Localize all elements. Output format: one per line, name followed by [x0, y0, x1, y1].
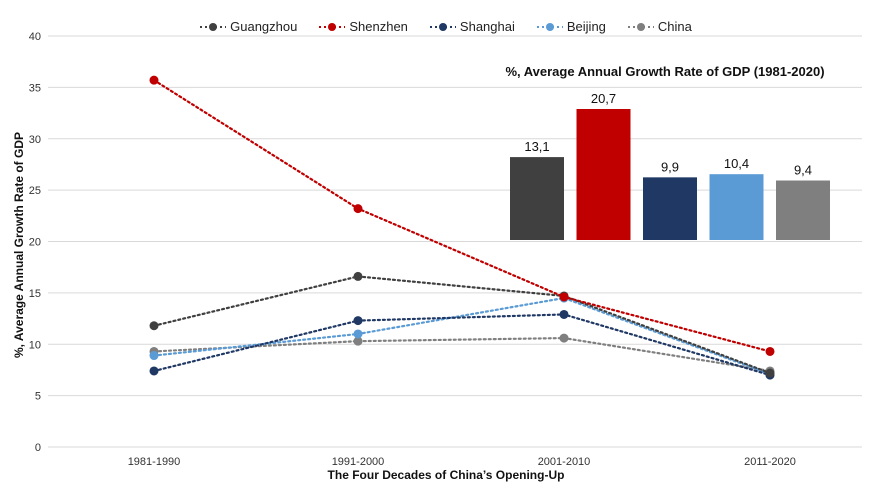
legend-swatch-china [627, 22, 654, 31]
inset-bar [576, 109, 631, 240]
data-point-beijing [149, 351, 159, 361]
data-point-guangzhou [765, 368, 775, 378]
inset-chart-title: %, Average Annual Growth Rate of GDP (19… [505, 64, 825, 79]
inset-bar-label: 13,1 [524, 139, 549, 154]
legend-item-shanghai: Shanghai [429, 19, 515, 34]
data-point-guangzhou [353, 271, 363, 281]
data-point-shanghai [149, 366, 159, 376]
y-tick-label: 25 [29, 185, 41, 197]
legend-swatch-guangzhou [200, 22, 227, 31]
data-point-shanghai [353, 316, 363, 326]
y-axis-label: %, Average Annual Growth Rate of GDP [12, 131, 26, 359]
legend: Guangzhou Shenzhen Shanghai Beijing Chin… [0, 19, 892, 34]
data-point-china [559, 333, 569, 343]
data-point-shenzhen [149, 75, 159, 85]
data-point-beijing [353, 329, 363, 339]
y-tick-label: 35 [29, 82, 41, 94]
data-point-shenzhen [353, 204, 363, 214]
inset-bar-label: 9,4 [794, 163, 812, 178]
legend-item-guangzhou: Guangzhou [200, 19, 297, 34]
series-line-beijing [152, 296, 772, 376]
legend-item-shenzhen: Shenzhen [319, 19, 408, 34]
legend-item-china: China [627, 19, 692, 34]
y-tick-label: 20 [29, 237, 41, 249]
x-tick-label: 2001-2010 [538, 456, 591, 468]
inset-bar [776, 180, 830, 240]
y-tick-label: 5 [35, 391, 41, 403]
inset-bar [643, 177, 697, 240]
x-tick-label: 2011-2020 [744, 456, 796, 468]
legend-swatch-shenzhen [319, 22, 346, 31]
legend-label: China [657, 19, 692, 34]
legend-item-beijing: Beijing [536, 19, 606, 34]
data-point-shenzhen [559, 292, 569, 302]
y-tick-label: 0 [35, 442, 41, 454]
legend-label: Shanghai [459, 19, 515, 34]
y-tick-label: 15 [29, 288, 41, 300]
x-tick-label: 1991-2000 [332, 456, 385, 468]
legend-label: Beijing [566, 19, 606, 34]
inset-bar-label: 20,7 [591, 91, 616, 106]
data-point-china [353, 336, 363, 346]
legend-label: Shenzhen [349, 19, 408, 34]
y-tick-label: 10 [29, 339, 41, 351]
series-line-shenzhen [152, 79, 772, 353]
inset-bar [510, 157, 564, 240]
x-tick-label: 1981-1990 [128, 456, 181, 468]
data-point-shanghai [559, 309, 569, 319]
legend-label: Guangzhou [230, 19, 298, 34]
series-line-shanghai [152, 313, 772, 377]
inset-bar-label: 10,4 [724, 156, 749, 171]
y-tick-label: 30 [29, 134, 41, 146]
data-point-shenzhen [765, 346, 775, 356]
inset-bar [709, 174, 764, 240]
inset-bar-label: 9,9 [661, 159, 679, 174]
series-line-guangzhou [152, 275, 772, 375]
x-axis-label: The Four Decades of China’s Opening-Up [327, 468, 565, 482]
data-point-guangzhou [149, 321, 159, 331]
y-tick-label: 40 [29, 31, 41, 43]
legend-swatch-beijing [536, 22, 563, 31]
legend-swatch-shanghai [429, 22, 456, 31]
series-line-china [152, 336, 772, 373]
